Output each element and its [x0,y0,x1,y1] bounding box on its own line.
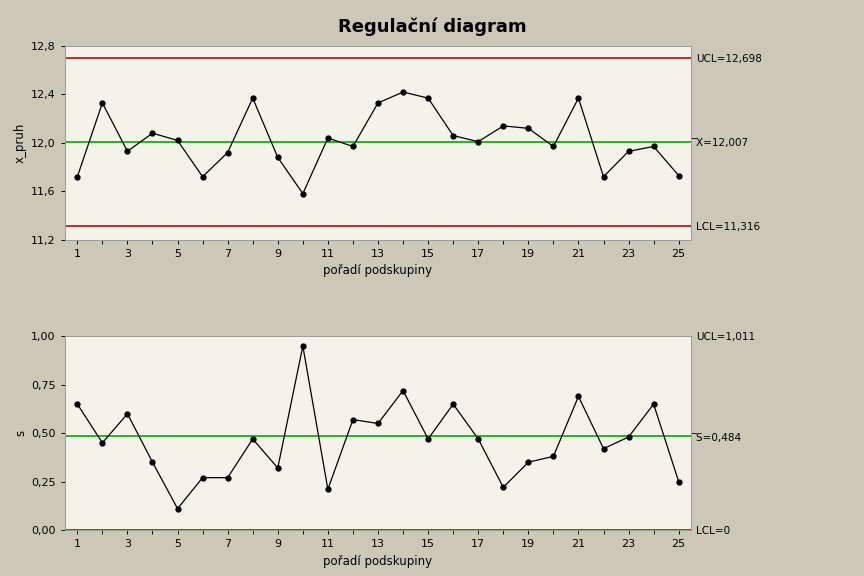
Y-axis label: x_pruh: x_pruh [14,123,27,163]
X-axis label: pořadí podskupiny: pořadí podskupiny [323,264,433,277]
Text: Regulační diagram: Regulační diagram [338,17,526,36]
X-axis label: pořadí podskupiny: pořadí podskupiny [323,555,433,567]
Y-axis label: s: s [14,430,27,436]
